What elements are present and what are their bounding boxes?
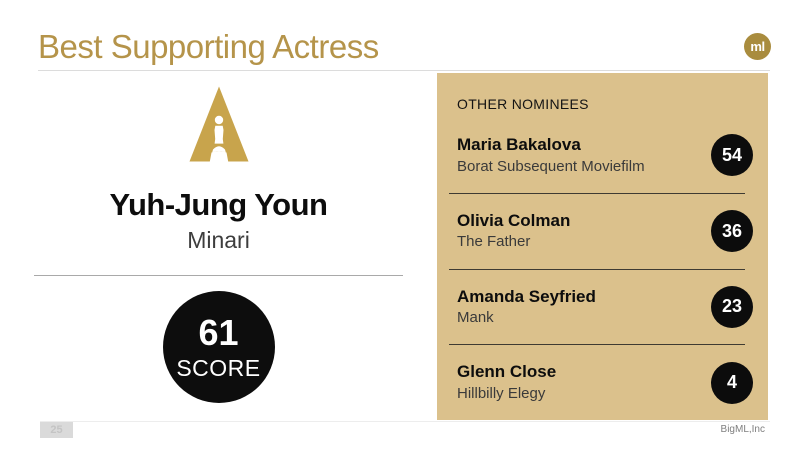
winner-score-badge: 61 SCORE [162, 291, 275, 403]
footer-credit: BigML,Inc [720, 424, 765, 435]
nominee-text: Maria Bakalova Borat Subsequent Moviefil… [457, 135, 645, 175]
page-title: Best Supporting Actress [38, 28, 379, 65]
page-number-badge: 25 [40, 422, 73, 438]
nominee-text: Olivia Colman The Father [457, 211, 570, 251]
winner-score-value: 61 [198, 311, 239, 353]
nominee-separator [449, 344, 745, 346]
nominee-text: Glenn Close Hillbilly Elegy [457, 362, 556, 402]
nominee-separator [449, 268, 745, 270]
nominee-text: Amanda Seyfried Mank [457, 287, 596, 327]
bigml-logo-icon: ml [744, 33, 771, 60]
nominee-film: Borat Subsequent Moviefilm [457, 157, 645, 175]
winner-divider [34, 275, 403, 276]
nominee-name: Olivia Colman [457, 210, 571, 230]
nominee-score-badge: 54 [711, 134, 753, 177]
winner-film: Minari [187, 227, 250, 253]
nominee-row: Maria Bakalova Borat Subsequent Moviefil… [437, 118, 768, 193]
winner-score-label: SCORE [176, 354, 261, 381]
nominee-list: Maria Bakalova Borat Subsequent Moviefil… [437, 118, 768, 420]
academy-award-icon [189, 86, 248, 162]
winner-name: Yuh-Jung Youn [109, 187, 328, 222]
nominee-film: Hillbilly Elegy [457, 384, 546, 402]
nominee-film: The Father [457, 233, 531, 251]
nominee-name: Maria Bakalova [457, 135, 581, 155]
nominee-film: Mank [457, 309, 494, 327]
winner-section: Yuh-Jung Youn Minari 61 SCORE [0, 73, 437, 420]
title-divider [38, 70, 770, 71]
nominee-row: Olivia Colman The Father 36 [437, 194, 768, 269]
nominees-header: OTHER NOMINEES [457, 96, 589, 112]
other-nominees-panel: OTHER NOMINEES Maria Bakalova Borat Subs… [437, 73, 768, 420]
nominee-score-badge: 4 [711, 361, 753, 404]
nominee-row: Amanda Seyfried Mank 23 [437, 270, 768, 345]
logo-text: ml [750, 39, 765, 54]
nominee-name: Glenn Close [457, 362, 557, 382]
nominee-separator [449, 192, 745, 194]
nominee-row: Glenn Close Hillbilly Elegy 4 [437, 345, 768, 420]
nominee-score-badge: 36 [711, 210, 753, 253]
footer-divider [40, 421, 770, 422]
nominee-score-badge: 23 [711, 285, 753, 328]
nominee-name: Amanda Seyfried [457, 286, 596, 306]
